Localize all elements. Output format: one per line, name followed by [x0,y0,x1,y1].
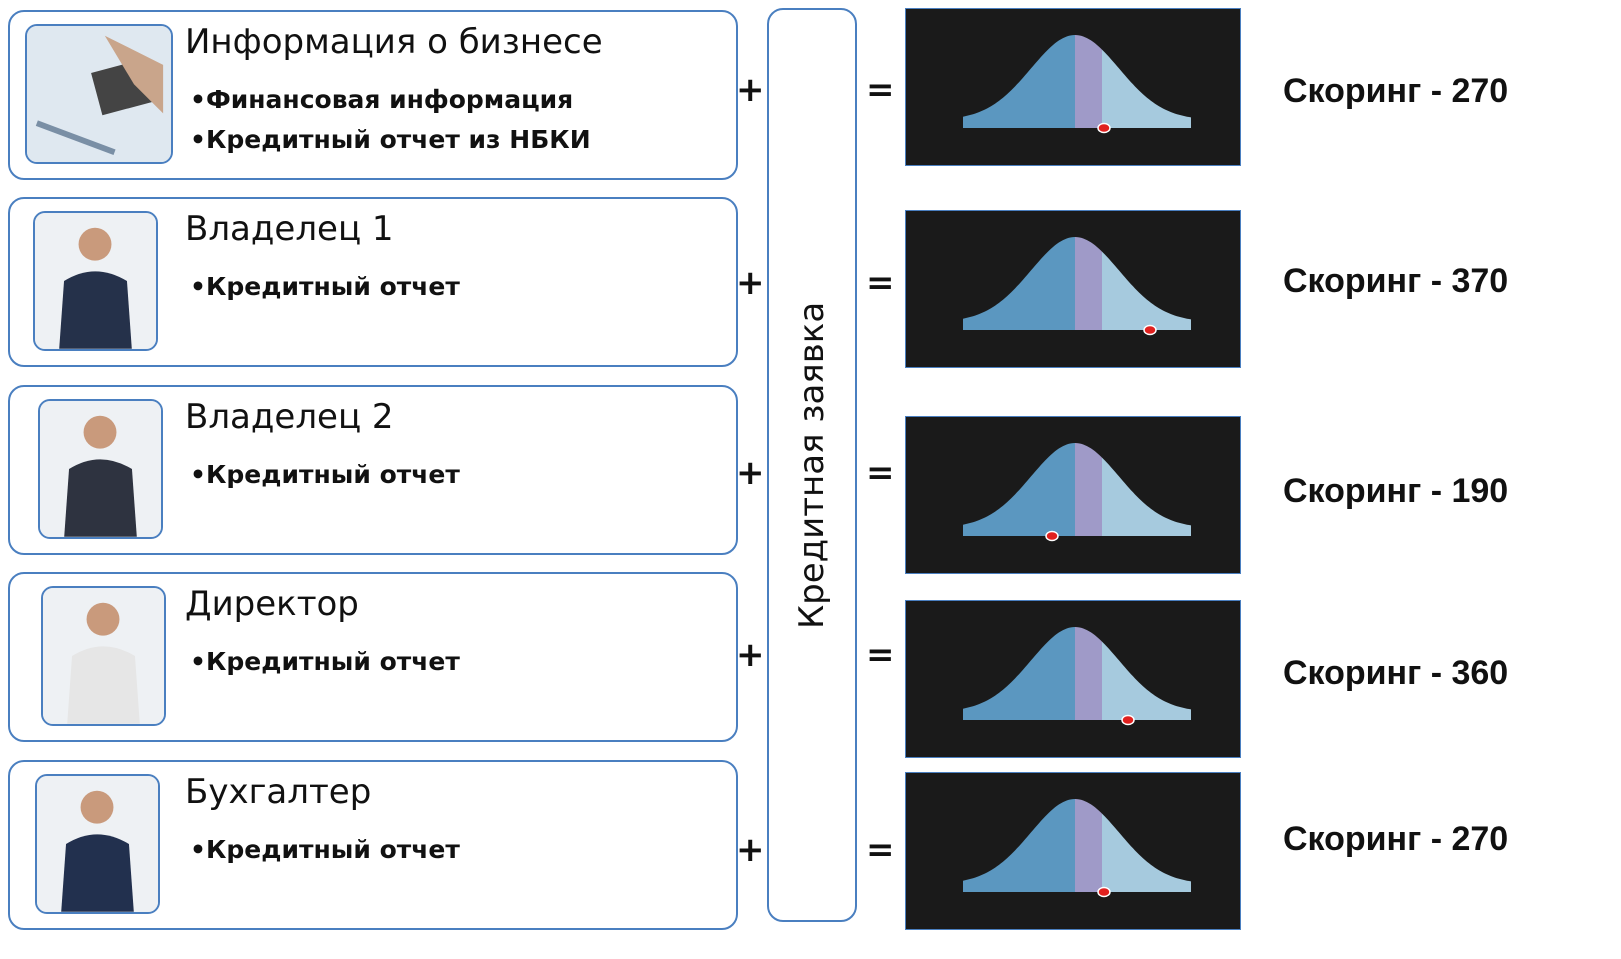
score: Скоринг - 270 [1283,72,1509,110]
plus-sign: + [736,635,765,675]
score-chart [905,416,1241,574]
equals-sign: = [866,635,895,675]
equals-sign: = [866,830,895,870]
score-chart [905,772,1241,930]
score: Скоринг - 360 [1283,654,1509,692]
equals-sign: = [866,70,895,110]
bullet: •Кредитный отчет [190,272,460,301]
photo [38,399,163,539]
bullet: •Кредитный отчет из НБКИ [190,125,591,154]
score-chart [905,8,1241,166]
photo [35,774,160,914]
row-title: Информация о бизнесе [185,22,603,62]
center-box [767,8,857,922]
photo [33,211,158,351]
bullet: •Кредитный отчет [190,835,460,864]
plus-sign: + [736,70,765,110]
score-chart [905,210,1241,368]
photo [41,586,166,726]
center-label: Кредитная заявка [792,301,832,629]
bullet: •Финансовая информация [190,85,574,114]
score: Скоринг - 270 [1283,820,1509,858]
equals-sign: = [866,263,895,303]
plus-sign: + [736,263,765,303]
bullet: •Кредитный отчет [190,647,460,676]
bullet: •Кредитный отчет [190,460,460,489]
row-title: Владелец 2 [185,397,394,437]
row-title: Директор [185,584,359,624]
row-title: Бухгалтер [185,772,372,812]
score: Скоринг - 190 [1283,472,1509,510]
plus-sign: + [736,830,765,870]
row-title: Владелец 1 [185,209,394,249]
plus-sign: + [736,453,765,493]
equals-sign: = [866,453,895,493]
score-chart [905,600,1241,758]
score: Скоринг - 370 [1283,262,1509,300]
photo [25,24,173,164]
